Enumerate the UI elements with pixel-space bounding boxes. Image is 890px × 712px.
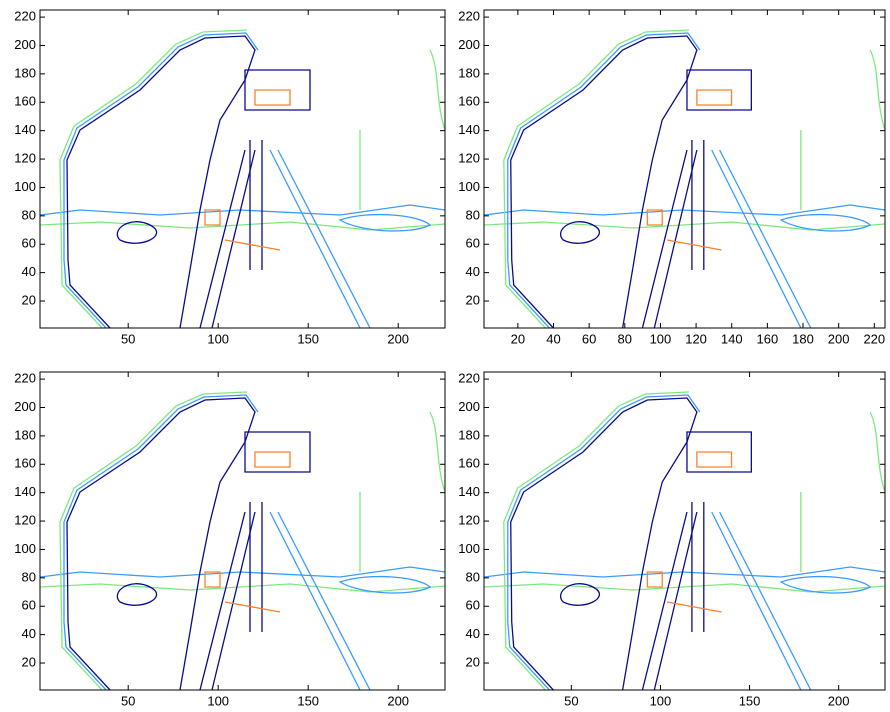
x-tick-label: 140 (721, 331, 743, 346)
x-tick-label: 80 (618, 331, 632, 346)
y-tick-label: 160 (14, 94, 36, 109)
x-tick-label: 60 (582, 331, 596, 346)
x-tick-label: 100 (650, 693, 672, 708)
y-tick-label: 140 (14, 484, 36, 499)
y-tick-label: 140 (458, 484, 480, 499)
contour-panel: 50 100 150 200 20 40 60 80 100 120 140 160 180 200 220 (14, 9, 446, 346)
axes-frame (39, 371, 446, 691)
y-tick-label: 180 (14, 65, 36, 80)
x-tick-label: 180 (792, 331, 814, 346)
axes-frame (483, 371, 886, 691)
x-tick-label: 160 (757, 331, 779, 346)
y-tick-label: 140 (14, 122, 36, 137)
contour-panel: 50 100 150 200 20 40 60 80 100 120 140 160 180 200 220 (458, 371, 886, 708)
y-tick-label: 100 (458, 541, 480, 556)
y-tick-label: 100 (14, 179, 36, 194)
x-tick-label: 100 (650, 331, 672, 346)
y-tick-label: 160 (458, 456, 480, 471)
x-tick-label: 100 (207, 331, 229, 346)
axes-frame (39, 9, 446, 329)
x-tick-label: 150 (297, 331, 319, 346)
y-tick-label: 60 (22, 236, 36, 251)
y-tick-label: 40 (22, 264, 36, 279)
x-tick-label: 50 (564, 693, 578, 708)
x-tick-label: 150 (739, 693, 761, 708)
contour-panel: 50 100 150 200 20 40 60 80 100 120 140 160 180 200 220 (14, 371, 446, 708)
y-tick-label: 160 (14, 456, 36, 471)
x-tick-label: 200 (828, 693, 850, 708)
x-tick-label: 220 (863, 331, 885, 346)
contour-lines (484, 29, 885, 328)
y-tick-label: 20 (466, 654, 480, 669)
y-tick-label: 20 (22, 654, 36, 669)
x-tick-label: 50 (121, 693, 135, 708)
x-tick-label: 20 (511, 331, 525, 346)
y-tick-label: 220 (14, 371, 36, 386)
axes-frame (483, 9, 886, 329)
y-tick-label: 200 (458, 37, 480, 52)
y-tick-label: 220 (14, 9, 36, 24)
contour-lines (40, 29, 445, 328)
y-tick-label: 120 (458, 513, 480, 528)
x-tick-label: 200 (387, 693, 409, 708)
y-tick-label: 200 (14, 37, 36, 52)
x-tick-label: 50 (121, 331, 135, 346)
y-tick-label: 180 (458, 427, 480, 442)
x-tick-label: 200 (828, 331, 850, 346)
x-tick-label: 40 (546, 331, 560, 346)
y-tick-label: 20 (466, 292, 480, 307)
y-tick-label: 160 (458, 94, 480, 109)
x-tick-label: 120 (685, 331, 707, 346)
y-tick-label: 140 (458, 122, 480, 137)
y-tick-label: 200 (14, 399, 36, 414)
y-tick-label: 80 (466, 569, 480, 584)
contour-lines (484, 391, 885, 690)
contour-lines (40, 391, 445, 690)
y-tick-label: 40 (466, 264, 480, 279)
y-tick-label: 220 (458, 9, 480, 24)
y-tick-label: 40 (466, 626, 480, 641)
contour-panel: 20 40 60 80 100 120 140 160 180 200 220 20 40 60 80 100… (458, 9, 886, 346)
y-tick-label: 200 (458, 399, 480, 414)
x-tick-label: 100 (207, 693, 229, 708)
y-tick-label: 100 (14, 541, 36, 556)
y-tick-label: 80 (22, 569, 36, 584)
y-tick-label: 180 (14, 427, 36, 442)
y-tick-label: 80 (466, 207, 480, 222)
y-tick-label: 120 (458, 151, 480, 166)
y-tick-label: 100 (458, 179, 480, 194)
y-tick-label: 80 (22, 207, 36, 222)
x-tick-label: 150 (297, 693, 319, 708)
y-tick-label: 120 (14, 513, 36, 528)
y-tick-label: 120 (14, 151, 36, 166)
y-tick-label: 180 (458, 65, 480, 80)
y-tick-label: 60 (466, 598, 480, 613)
y-tick-label: 60 (22, 598, 36, 613)
y-tick-label: 20 (22, 292, 36, 307)
y-tick-label: 40 (22, 626, 36, 641)
y-tick-label: 220 (458, 371, 480, 386)
x-tick-label: 200 (387, 331, 409, 346)
y-tick-label: 60 (466, 236, 480, 251)
